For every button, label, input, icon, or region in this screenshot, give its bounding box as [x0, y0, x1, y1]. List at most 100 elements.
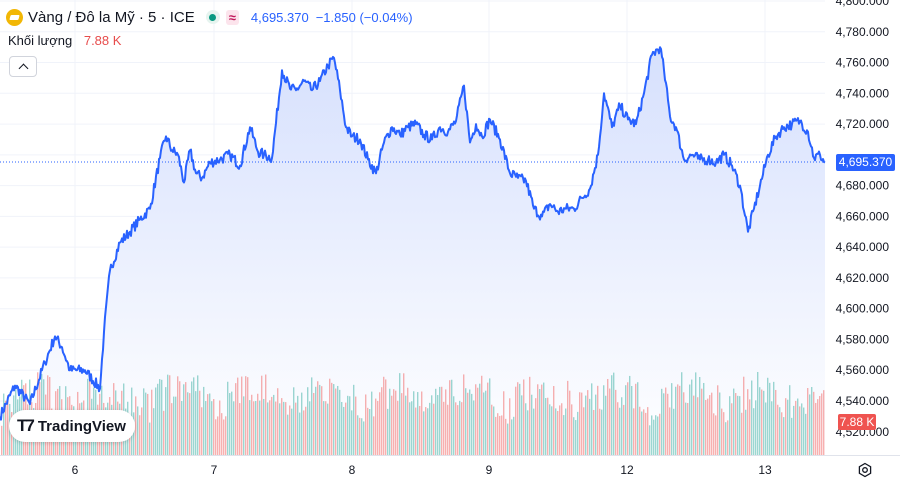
volume-bar — [711, 392, 713, 455]
market-open-dot-icon[interactable] — [205, 10, 220, 24]
tradingview-logo[interactable]: T7 TradingView — [9, 410, 135, 442]
volume-bar — [133, 412, 135, 455]
volume-bar — [779, 407, 781, 455]
volume-bar — [337, 385, 339, 455]
volume-bar — [359, 417, 361, 455]
price-line[interactable] — [0, 46, 826, 421]
volume-bar — [481, 375, 483, 455]
volume-bar — [189, 393, 191, 455]
volume-bar — [665, 387, 667, 455]
volume-bar — [531, 394, 533, 455]
volume-bar — [237, 377, 239, 455]
volume-bar — [803, 407, 805, 455]
symbol-header: Vàng / Đô la Mỹ · 5 · ICE ≈ 4,695.370 −1… — [6, 7, 413, 27]
time-axis[interactable]: 6 7 8 9 12 13 — [0, 455, 900, 478]
volume-bar — [335, 388, 337, 455]
volume-bar — [651, 415, 653, 455]
volume-bar — [723, 412, 725, 455]
volume-bar — [391, 395, 393, 455]
last-price-tag: 4,695.370 — [836, 154, 895, 171]
volume-bar — [209, 393, 211, 455]
volume-bar — [815, 402, 817, 455]
volume-bar — [635, 383, 637, 455]
volume-bar — [197, 375, 199, 455]
volume-bar — [557, 411, 559, 455]
volume-bar — [765, 402, 767, 455]
volume-bar — [687, 402, 689, 455]
volume-bar — [369, 409, 371, 455]
volume-bar — [297, 395, 299, 455]
volume-bar — [707, 398, 709, 455]
volume-bar — [813, 391, 815, 455]
volume-bar — [679, 385, 681, 455]
volume-bar — [327, 403, 329, 455]
volume-bar — [603, 385, 605, 455]
volume-bar — [695, 372, 697, 455]
settings-gear-icon[interactable] — [857, 462, 873, 478]
volume-bar — [461, 402, 463, 455]
volume-bar — [397, 400, 399, 455]
volume-bar — [433, 403, 435, 455]
volume-bar — [367, 407, 369, 455]
volume-bar — [441, 386, 443, 455]
volume-bar — [659, 413, 661, 455]
volume-bar — [321, 386, 323, 455]
volume-bar — [731, 403, 733, 455]
volume-bar — [777, 404, 779, 455]
volume-bar — [155, 387, 157, 455]
volume-bar — [465, 388, 467, 455]
volume-bar — [385, 379, 387, 455]
y-tick-label: 4,620.000 — [836, 271, 890, 285]
volume-label[interactable]: Khối lượng — [8, 33, 73, 48]
volume-bar — [345, 402, 347, 455]
volume-bar — [165, 387, 167, 455]
volume-bar — [733, 388, 735, 455]
volume-bar — [151, 389, 153, 455]
volume-bar — [407, 387, 409, 455]
volume-value: 7.88 K — [83, 33, 122, 48]
volume-bar — [785, 398, 787, 455]
y-tick-label: 4,760.000 — [836, 56, 890, 70]
volume-bar — [819, 396, 821, 455]
volume-bar — [201, 407, 203, 455]
volume-bar — [411, 401, 413, 455]
volume-bar — [613, 372, 615, 455]
header-change: −1.850 (−0.04%) — [315, 9, 413, 25]
chevron-up-icon — [18, 63, 28, 74]
volume-bar — [463, 374, 465, 455]
wave-compare-icon[interactable]: ≈ — [225, 9, 239, 25]
volume-bar — [563, 415, 565, 455]
volume-bar — [147, 393, 149, 455]
volume-bar — [1, 425, 3, 455]
volume-bar — [609, 388, 611, 455]
volume-bar — [729, 396, 731, 455]
volume-bar — [555, 408, 557, 455]
y-tick-label: 4,720.000 — [836, 117, 890, 131]
volume-bar — [275, 401, 277, 455]
collapse-legend-button[interactable] — [9, 56, 37, 77]
volume-bar — [291, 408, 293, 455]
volume-bar — [821, 393, 823, 455]
volume-bar — [479, 383, 481, 455]
volume-bar — [807, 388, 809, 455]
volume-bar — [551, 406, 553, 455]
volume-bar — [273, 394, 275, 455]
volume-bar — [489, 378, 491, 455]
volume-bar — [435, 388, 437, 455]
volume-bar — [185, 382, 187, 455]
price-axis[interactable]: 4,800.000 4,780.000 4,760.000 4,740.000 4,72… — [836, 0, 890, 439]
volume-bar — [211, 401, 213, 455]
volume-bar — [521, 395, 523, 455]
volume-bar — [545, 398, 547, 455]
volume-bar — [565, 408, 567, 455]
symbol-title[interactable]: Vàng / Đô la Mỹ · 5 · ICE — [28, 8, 195, 26]
volume-bar — [645, 412, 647, 455]
volume-bar — [721, 408, 723, 455]
volume-bar — [633, 408, 635, 455]
volume-bar — [799, 406, 801, 455]
volume-bar — [221, 413, 223, 455]
volume-bar — [805, 413, 807, 455]
volume-bar — [675, 386, 677, 455]
volume-bar — [259, 400, 261, 455]
